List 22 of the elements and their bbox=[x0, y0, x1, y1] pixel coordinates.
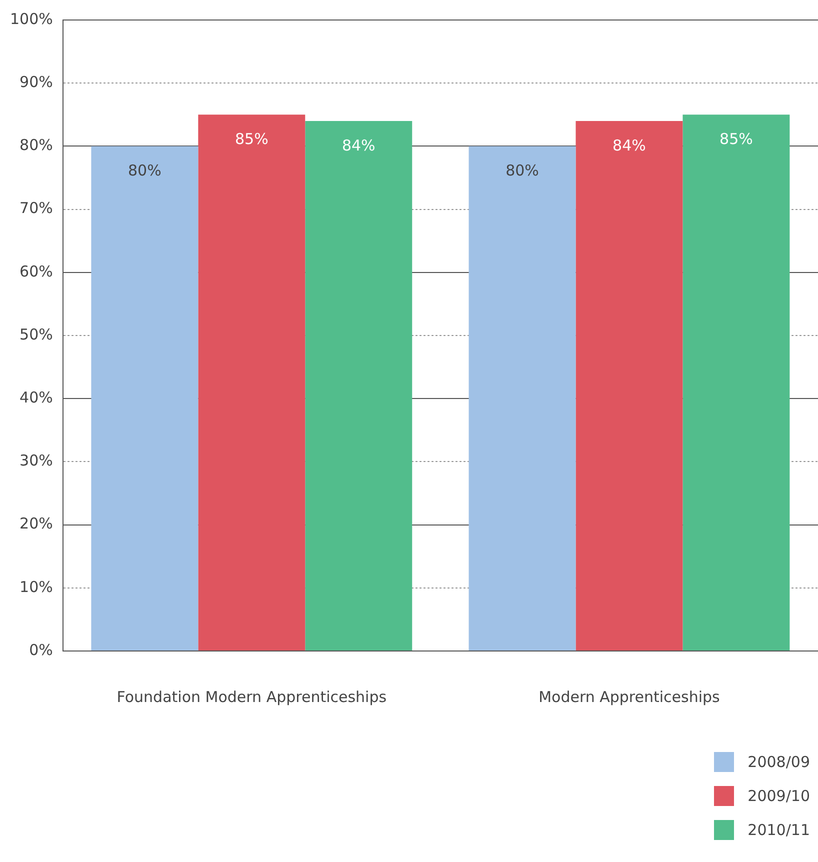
y-tick-label: 0% bbox=[29, 640, 53, 659]
y-tick-label: 10% bbox=[20, 578, 53, 596]
y-tick-label: 20% bbox=[20, 514, 53, 533]
legend-label: 2010/11 bbox=[748, 821, 810, 839]
y-tick-label: 100% bbox=[10, 10, 53, 28]
y-tick-label: 70% bbox=[20, 199, 53, 218]
y-tick-label: 80% bbox=[20, 136, 53, 154]
data-label: 84% bbox=[612, 136, 646, 154]
data-label: 85% bbox=[234, 130, 268, 148]
x-tick-label: Modern Apprenticeships bbox=[538, 688, 720, 706]
y-tick-label: 30% bbox=[20, 452, 53, 470]
data-label: 85% bbox=[720, 130, 753, 148]
legend-label: 2009/10 bbox=[748, 787, 810, 805]
data-label: 80% bbox=[128, 162, 162, 180]
x-tick-label: Foundation Modern Apprenticeships bbox=[116, 688, 387, 706]
data-label: 80% bbox=[506, 162, 539, 180]
legend-label: 2008/09 bbox=[748, 753, 810, 771]
y-tick-label: 60% bbox=[20, 262, 53, 280]
data-label: 84% bbox=[342, 136, 376, 154]
y-tick-label: 50% bbox=[20, 325, 53, 344]
y-tick-label: 90% bbox=[20, 72, 53, 91]
y-tick-label: 40% bbox=[20, 388, 53, 406]
